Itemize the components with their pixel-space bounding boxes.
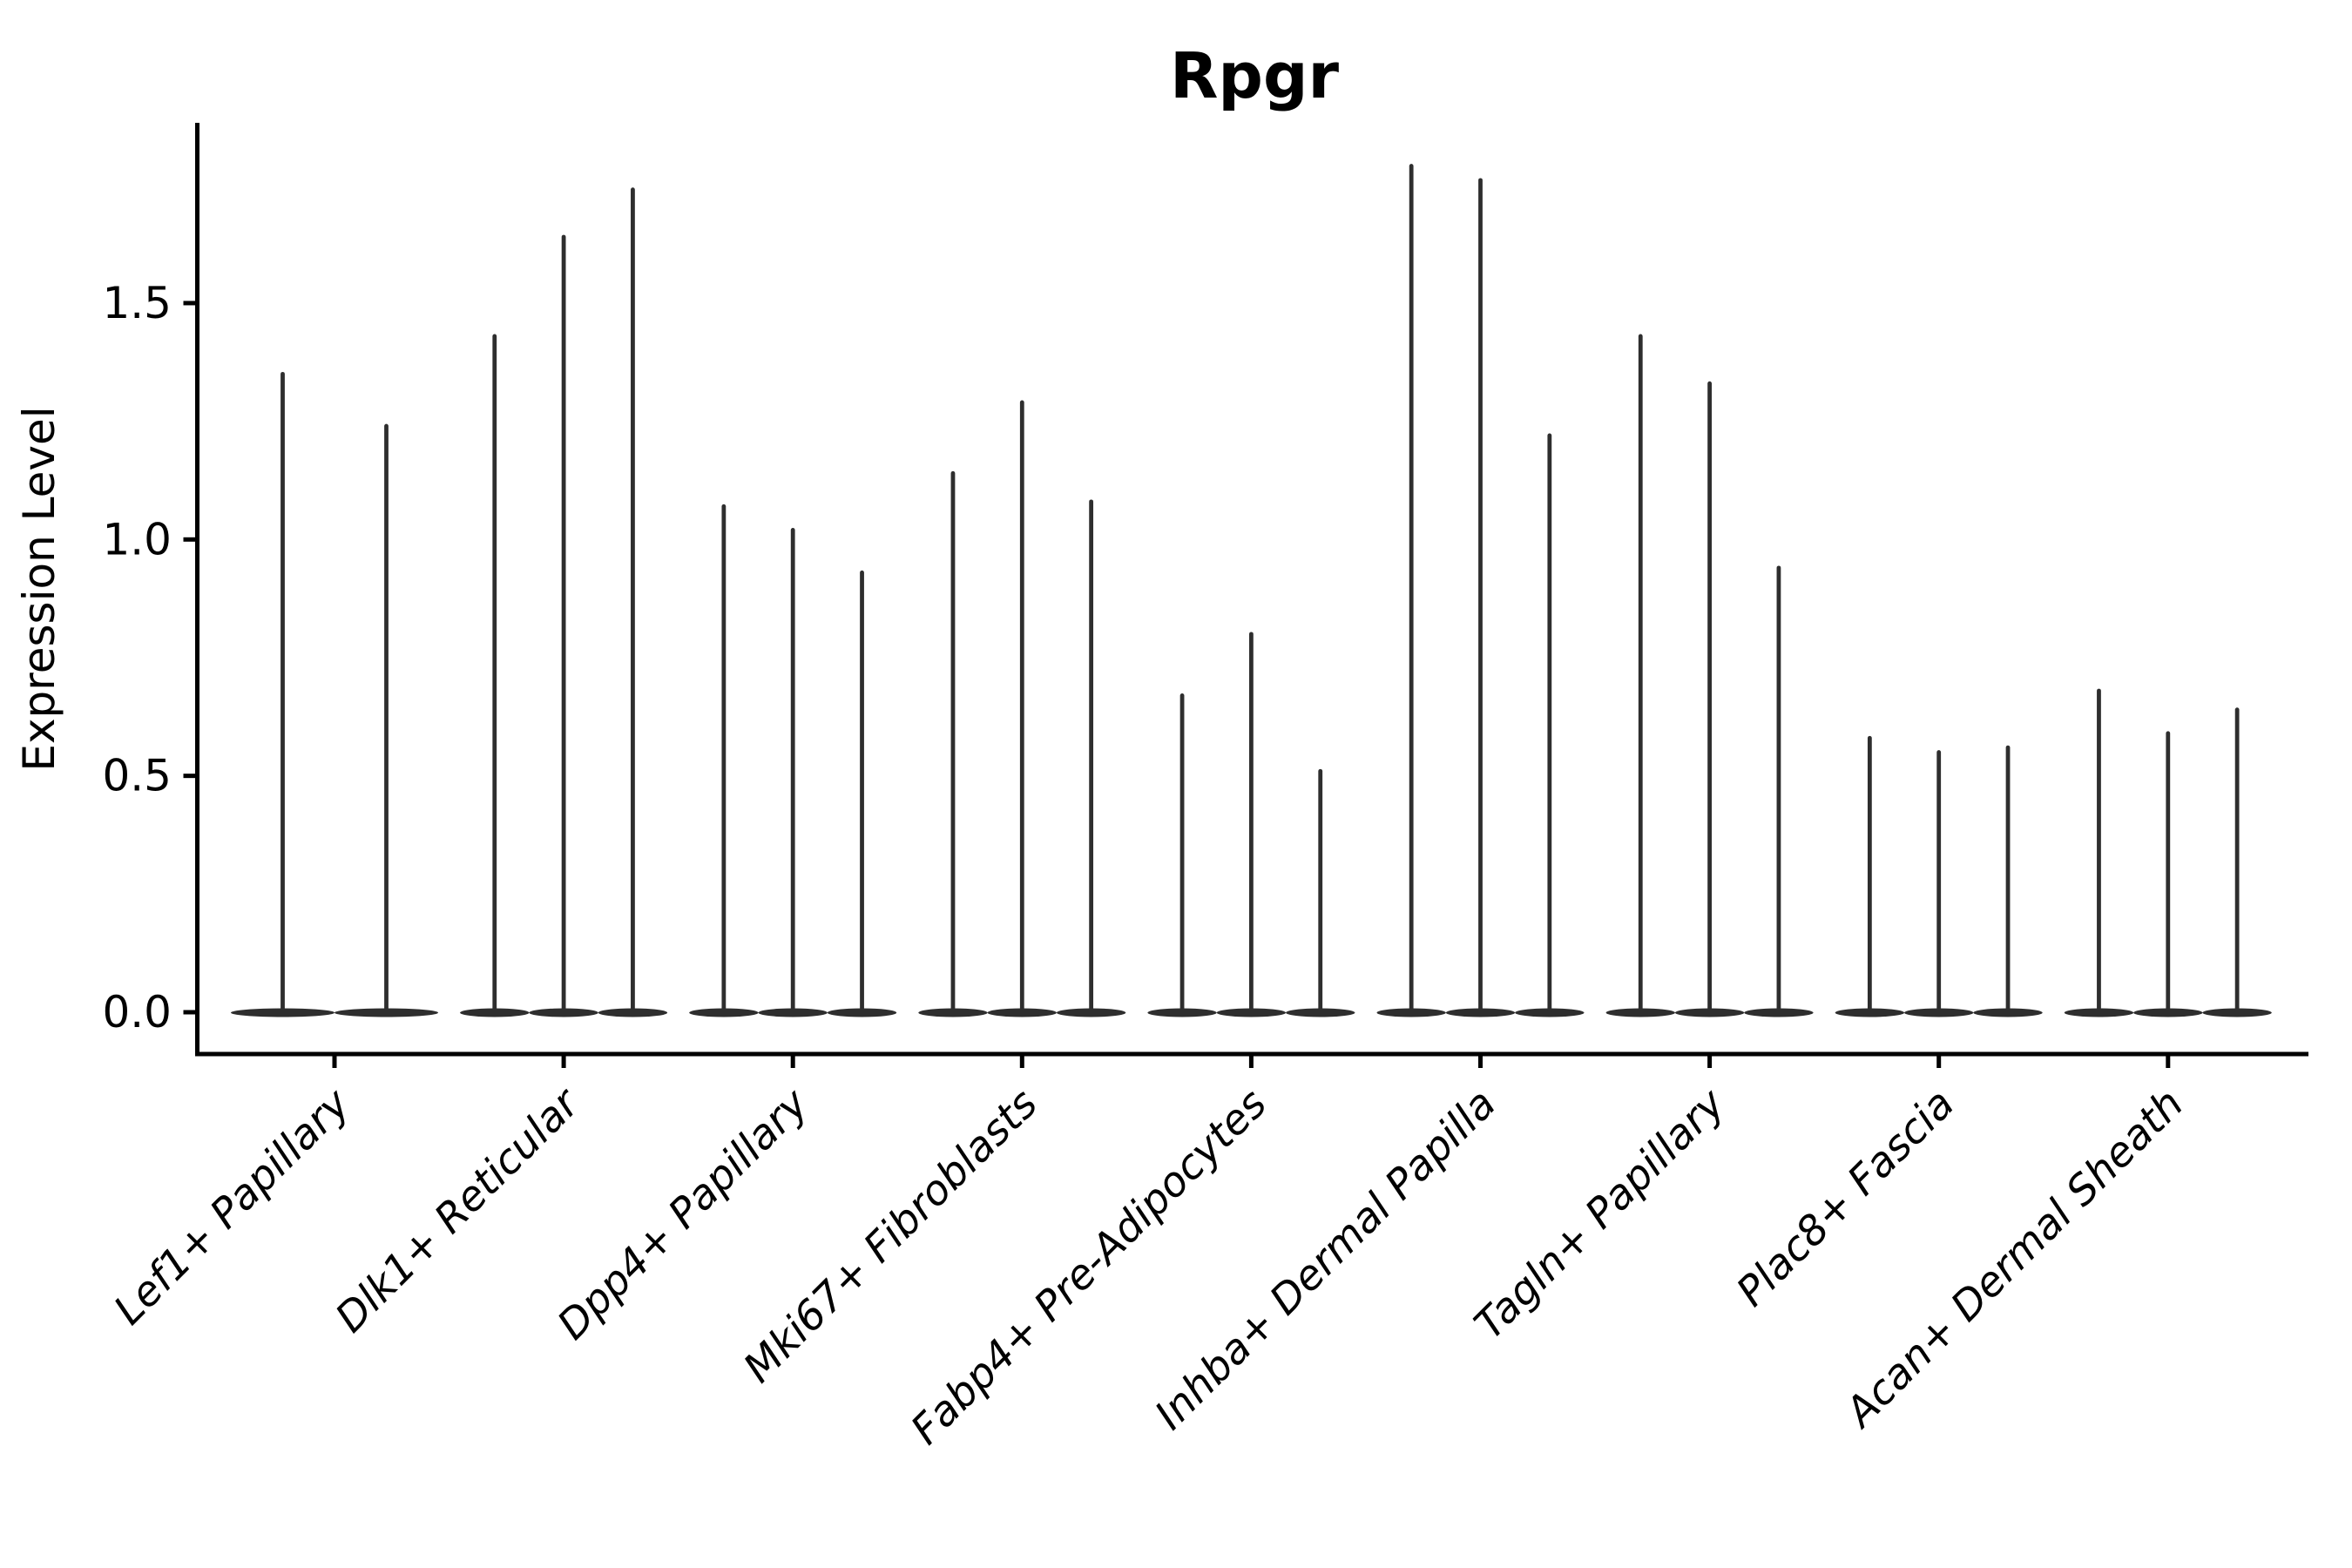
- violin-base: [598, 1008, 668, 1017]
- violin-base: [1216, 1008, 1287, 1017]
- violin-base: [918, 1008, 988, 1017]
- violin-base: [1056, 1008, 1126, 1017]
- y-tick-label: 1.5: [102, 278, 172, 328]
- violin-base: [2064, 1008, 2134, 1017]
- violin-base: [1445, 1008, 1516, 1017]
- violin-base: [529, 1008, 598, 1017]
- violin-base: [689, 1008, 759, 1017]
- y-axis-label: Expression Level: [14, 406, 64, 771]
- violin-base: [1605, 1008, 1675, 1017]
- violin-base: [2133, 1008, 2203, 1017]
- y-tick-label: 0.0: [102, 987, 172, 1037]
- violin-base: [1286, 1008, 1355, 1017]
- violin-base: [1973, 1008, 2043, 1017]
- violin-base: [1147, 1008, 1217, 1017]
- x-tick-label: Dpp4+ Papillary: [549, 1079, 819, 1349]
- x-tick-label: Dlk1+ Reticular: [327, 1078, 591, 1342]
- violin-base: [1515, 1008, 1585, 1017]
- x-tick-label: Tagln+ Papillary: [1465, 1079, 1735, 1349]
- violin-base: [758, 1008, 828, 1017]
- violin-base: [460, 1008, 530, 1017]
- chart-title: Rpgr: [1170, 39, 1340, 112]
- y-tick-label: 1.0: [102, 514, 172, 564]
- violin-base: [1376, 1008, 1446, 1017]
- violin-base: [827, 1008, 897, 1017]
- violin-base: [1744, 1008, 1814, 1017]
- x-tick-label: Plac8+ Fascia: [1727, 1080, 1963, 1316]
- violin-base: [1674, 1008, 1745, 1017]
- violin-base: [1835, 1008, 1905, 1017]
- violin-base: [335, 1008, 438, 1017]
- violin-base: [1904, 1008, 1974, 1017]
- violins-layer: [231, 164, 2272, 1017]
- violin-base: [231, 1008, 335, 1017]
- violin-base: [987, 1008, 1057, 1017]
- y-tick-label: 0.5: [102, 751, 172, 801]
- x-tick-label: Lef1+ Papillary: [105, 1079, 360, 1335]
- violin-base: [2202, 1008, 2272, 1017]
